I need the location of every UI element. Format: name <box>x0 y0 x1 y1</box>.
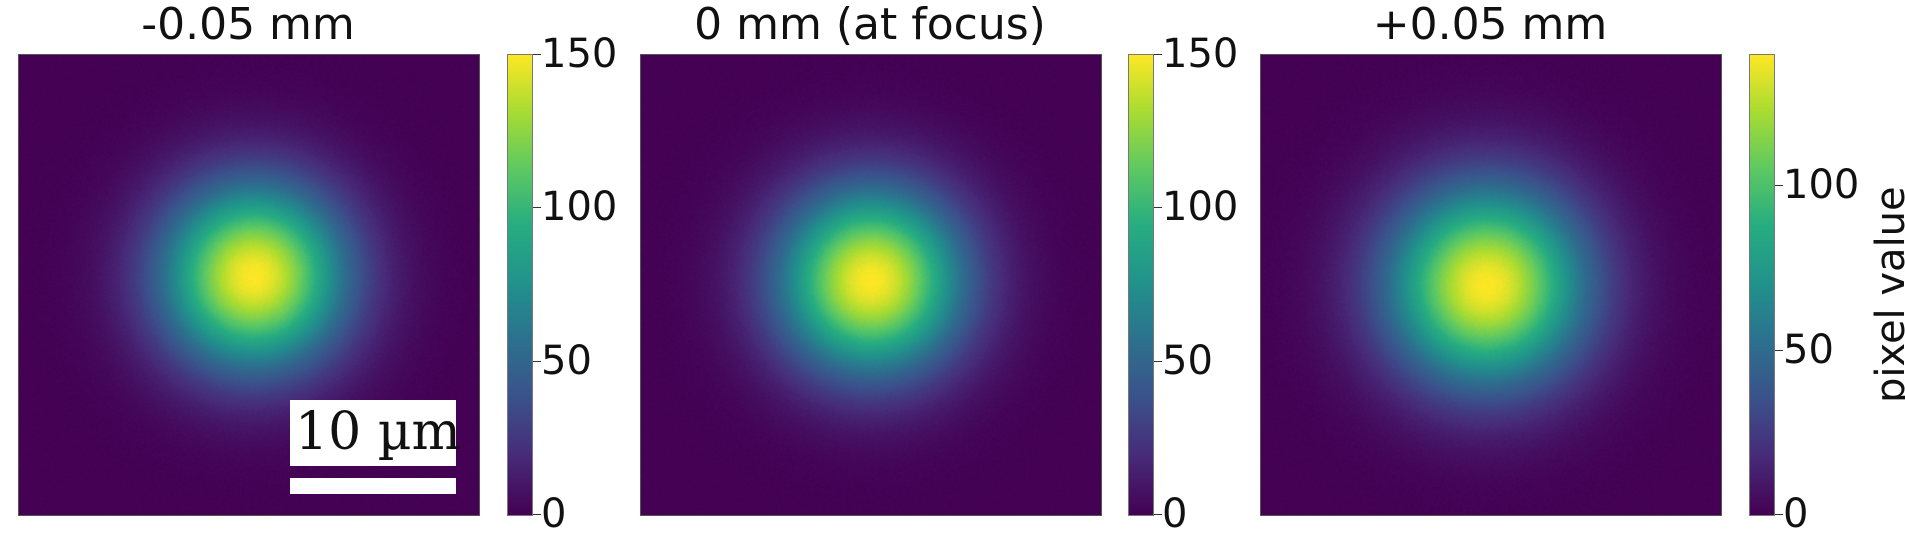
colorbar-tick-label: 0 <box>1783 494 1808 534</box>
colorbar-tick-label: 150 <box>1162 34 1238 74</box>
colorbar-tick-mark <box>1154 54 1162 55</box>
colorbar-tick-label: 100 <box>541 187 617 227</box>
panel-title: -0.05 mm <box>18 0 478 50</box>
colorbar-tick-label: 0 <box>541 494 566 534</box>
colorbar-tick-mark <box>533 207 541 208</box>
colorbar-tick-mark <box>1154 207 1162 208</box>
scale-bar-label: 10 µm <box>295 402 461 462</box>
colorbar <box>1749 54 1775 516</box>
beam-spot-heatmap <box>640 54 1102 516</box>
colorbar-label: pixel value <box>1868 186 1905 403</box>
colorbar-tick-mark <box>1154 361 1162 362</box>
colorbar-tick-label: 50 <box>1783 330 1834 370</box>
panel-title: 0 mm (at focus) <box>640 0 1100 50</box>
colorbar-tick-mark <box>1775 514 1783 515</box>
colorbar-tick-mark <box>1775 350 1783 351</box>
colorbar-tick-label: 100 <box>1162 187 1238 227</box>
colorbar-tick-mark <box>533 361 541 362</box>
beam-spot-heatmap <box>1260 54 1722 516</box>
colorbar-tick-mark <box>533 514 541 515</box>
colorbar <box>507 54 533 516</box>
colorbar-tick-mark <box>533 54 541 55</box>
colorbar <box>1128 54 1154 516</box>
colorbar-tick-label: 150 <box>541 34 617 74</box>
colorbar-tick-label: 50 <box>541 341 592 381</box>
panel-title: +0.05 mm <box>1260 0 1720 50</box>
scale-bar <box>290 478 456 494</box>
colorbar-tick-label: 50 <box>1162 341 1213 381</box>
colorbar-tick-mark <box>1154 514 1162 515</box>
colorbar-tick-label: 0 <box>1162 494 1187 534</box>
colorbar-tick-label: 100 <box>1783 165 1859 205</box>
colorbar-tick-mark <box>1775 185 1783 186</box>
